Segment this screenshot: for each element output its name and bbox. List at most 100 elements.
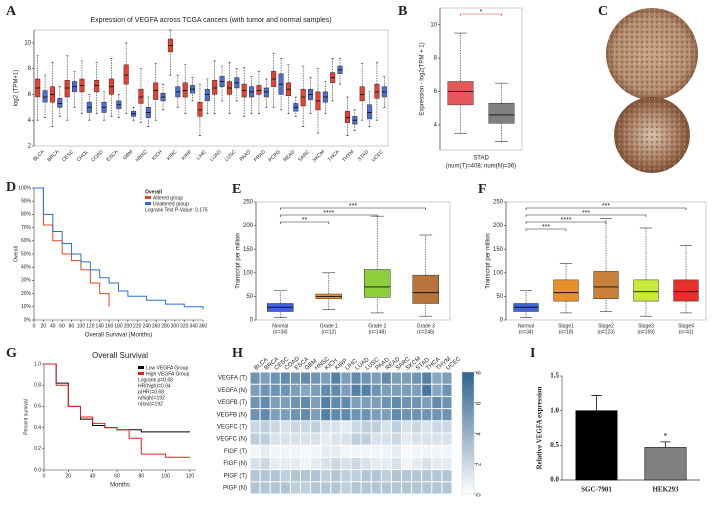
x-tick-label: 340: [189, 323, 198, 329]
heatmap-cell: [270, 482, 280, 494]
colorbar-tick-label: 0: [477, 493, 483, 497]
x-tick-label: 20: [41, 323, 47, 329]
y-tick-label: 50: [496, 294, 503, 300]
survival-line: [34, 187, 110, 307]
heatmap-cell: [331, 433, 341, 445]
heatmap-cell: [432, 433, 442, 445]
x-tick-label: 60: [59, 323, 65, 329]
x-tick-label: 80: [69, 323, 75, 329]
heatmap-cell: [432, 409, 442, 421]
y-tick-label: 200: [243, 223, 254, 229]
heatmap-cell: [402, 457, 412, 470]
y-axis-label: Transcript per million: [486, 233, 492, 288]
x-tick-label: PAAD: [239, 149, 253, 163]
heatmap-cell: [422, 433, 432, 445]
heatmap-cell: [351, 445, 361, 457]
y-tick-label: 90%: [21, 199, 32, 205]
heatmap-cell: [422, 409, 432, 421]
heatmap-cell: [270, 457, 280, 470]
y-axis-label: log2 (TPM+1): [14, 70, 20, 107]
x-tick-label: PCPG: [267, 149, 281, 163]
heatmap-cell: [432, 421, 442, 433]
heatmap-cell: [422, 396, 432, 409]
heatmap-cell: [391, 445, 401, 457]
x-axis-label: Months: [110, 483, 130, 489]
y-tick-label: 0.5: [550, 441, 559, 449]
heatmap-cell: [301, 384, 311, 396]
heatmap-cell: [422, 384, 432, 396]
row-label: VEGFC (N): [216, 437, 247, 443]
x-tick-label: 100: [77, 323, 86, 329]
annotation: Logrank Test P-Value: 0.175: [145, 207, 208, 213]
y-tick-label: 0.8: [34, 383, 41, 389]
colorbar-tick-label: 6: [477, 401, 483, 405]
x-tick-label: 0: [43, 473, 46, 479]
heatmap-cell: [280, 384, 290, 396]
heatmap-cell: [432, 482, 442, 494]
x-tick-label: Stage4: [678, 323, 694, 329]
heatmap-cell: [331, 421, 341, 433]
heatmap-cell: [381, 445, 391, 457]
heatmap-cell: [412, 409, 422, 421]
y-tick-label: 0.4: [34, 425, 41, 431]
x-tick-label: LIHC: [196, 149, 209, 162]
heatmap-cell: [391, 409, 401, 421]
heatmap-cell: [331, 445, 341, 457]
panel-label: A: [6, 4, 17, 19]
y-axis-label: Expression - log2(TPM + 1): [420, 42, 426, 115]
significance-label: ****: [561, 217, 572, 224]
heatmap-cell: [260, 457, 270, 470]
heatmap-cell: [361, 433, 371, 445]
panel-label: H: [232, 346, 243, 361]
y-tick-label: 50%: [21, 251, 32, 257]
heatmap-cell: [260, 470, 270, 482]
heatmap-cell: [402, 445, 412, 457]
y-tick-label: 150: [243, 247, 254, 253]
x-tick-label: THYM: [341, 149, 355, 163]
box: [138, 89, 144, 104]
heatmap-cell: [321, 409, 331, 421]
heatmap-cell: [250, 457, 260, 470]
heatmap-cell: [250, 384, 260, 396]
heatmap-cell: [371, 433, 381, 445]
panel-label: C: [598, 4, 608, 19]
heatmap-cell: [321, 445, 331, 457]
heatmap-cell: [351, 421, 361, 433]
subtitle: (num(T)=408; num(N)=36): [446, 164, 516, 170]
significance-label: ***: [602, 203, 610, 210]
heatmap-cell: [422, 445, 432, 457]
heatmap-cell: [270, 445, 280, 457]
x-tick-label: PRAD: [253, 149, 267, 163]
y-tick-label: 250: [493, 200, 504, 206]
heatmap-cell: [442, 445, 452, 457]
colorbar-tick-label: 4: [477, 432, 483, 436]
y-tick-label: 200: [493, 223, 504, 229]
y-tick-label: 0.2: [34, 446, 41, 452]
y-tick-label: 30%: [21, 278, 32, 284]
heatmap-cell: [341, 372, 351, 384]
chart-title: Overall Survival: [92, 351, 148, 360]
box: [263, 87, 269, 98]
box: [42, 90, 48, 103]
box: [412, 274, 439, 304]
heatmap-cell: [321, 470, 331, 482]
x-tick-count: (n=246): [417, 329, 435, 335]
box: [367, 104, 373, 120]
heatmap-cell: [351, 372, 361, 384]
heatmap-cell: [371, 457, 381, 470]
heatmap-cell: [371, 372, 381, 384]
panel-label: E: [232, 182, 241, 197]
legend-swatch: [138, 366, 144, 369]
ihc-image-texture: [606, 8, 698, 100]
x-tick-label: KIRP: [181, 149, 194, 162]
heatmap-cell: [270, 421, 280, 433]
heatmap-cell: [412, 421, 422, 433]
heatmap-cell: [402, 482, 412, 494]
heatmap-cell: [290, 457, 300, 470]
heatmap-cell: [270, 409, 280, 421]
row-label: PIGF (T): [224, 473, 247, 479]
box: [64, 80, 70, 98]
heatmap-cell: [391, 421, 401, 433]
heatmap-cell: [442, 457, 452, 470]
